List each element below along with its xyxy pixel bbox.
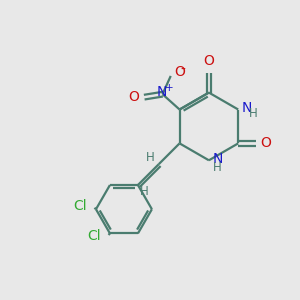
Text: H: H (146, 151, 155, 164)
Text: N: N (242, 101, 252, 115)
Text: O: O (174, 65, 185, 80)
Text: H: H (248, 107, 257, 120)
Text: O: O (129, 90, 140, 104)
Text: H: H (212, 161, 221, 174)
Text: N: N (157, 85, 167, 99)
Text: +: + (165, 83, 173, 93)
Text: N: N (212, 152, 223, 166)
Text: Cl: Cl (87, 230, 101, 243)
Text: O: O (203, 54, 214, 68)
Text: Cl: Cl (73, 199, 86, 213)
Text: O: O (260, 136, 271, 150)
Text: H: H (140, 185, 149, 198)
Text: -: - (180, 62, 185, 76)
